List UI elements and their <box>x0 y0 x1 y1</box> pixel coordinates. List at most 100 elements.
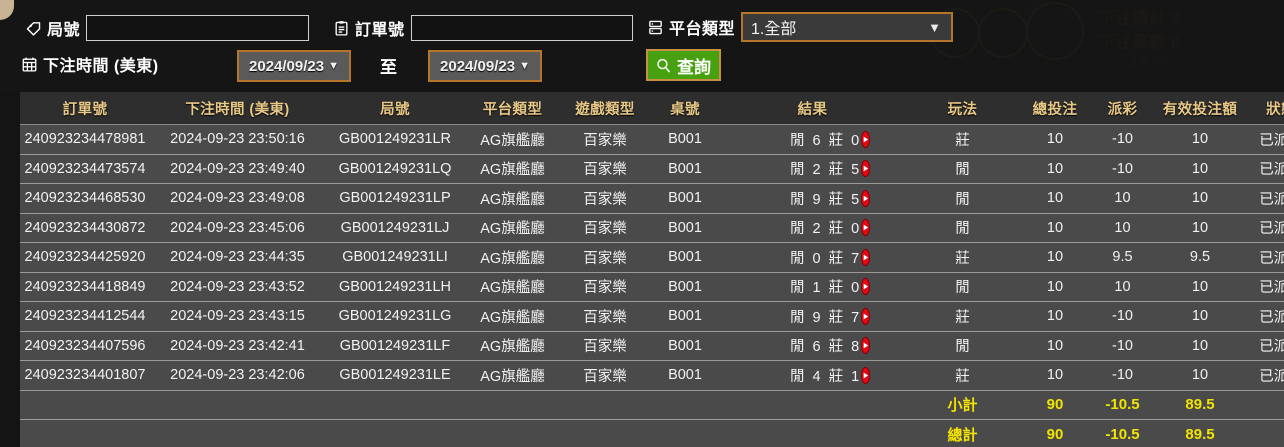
table-header-row: 訂單號 下注時間 (美東) 局號 平台類型 遊戲類型 桌號 結果 玩法 總投注 … <box>20 92 1284 125</box>
bet-time-label: 下注時間 (美東) <box>43 58 159 75</box>
cell-play: 閒 <box>905 331 1020 361</box>
query-button[interactable]: 查詢 <box>646 49 721 81</box>
summary-pad <box>650 390 720 420</box>
bet-time-to-datepicker[interactable]: 2024/09/23 ▼ <box>428 50 542 82</box>
summary-valid-bet: 89.5 <box>1155 390 1245 420</box>
cell-play: 閒 <box>905 183 1020 214</box>
bet-records-table-wrap: 訂單號 下注時間 (美東) 局號 平台類型 遊戲類型 桌號 結果 玩法 總投注 … <box>20 92 1284 447</box>
col-status[interactable]: 狀態 <box>1245 92 1284 125</box>
result-text: 閒 6 莊 8 <box>790 339 862 356</box>
result-text: 閒 9 莊 5 <box>790 191 862 208</box>
col-play[interactable]: 玩法 <box>905 92 1020 125</box>
col-total-bet[interactable]: 總投注 <box>1020 92 1090 125</box>
round-no-label: 局號 <box>47 22 81 39</box>
col-valid-bet[interactable]: 有效投注額 <box>1155 92 1245 125</box>
cell-game-type: 百家樂 <box>560 272 650 302</box>
cell-platform: AG旗艦廳 <box>465 213 560 243</box>
play-icon[interactable] <box>861 248 871 266</box>
play-icon[interactable] <box>861 307 871 325</box>
col-round-no[interactable]: 局號 <box>325 92 465 125</box>
cell-table-no: B001 <box>650 301 720 332</box>
table-row[interactable]: 240923234412544 2024-09-23 23:43:15 GB0012… <box>20 301 1284 332</box>
order-no-input[interactable] <box>410 15 633 41</box>
play-icon[interactable] <box>861 366 871 384</box>
cell-result: 閒 0 莊 7 <box>720 242 905 273</box>
cell-total-bet: 10 <box>1020 331 1090 361</box>
cell-payout: 10 <box>1090 213 1155 243</box>
search-icon <box>654 56 672 74</box>
play-icon[interactable] <box>861 189 871 207</box>
cell-payout: 10 <box>1090 272 1155 302</box>
col-game-type[interactable]: 遊戲類型 <box>560 92 650 125</box>
order-no-label: 訂單號 <box>355 22 405 39</box>
cell-game-type: 百家樂 <box>560 154 650 184</box>
clipboard-icon <box>332 19 350 37</box>
cell-game-type: 百家樂 <box>560 213 650 243</box>
col-table-no[interactable]: 桌號 <box>650 92 720 125</box>
table-row[interactable]: 240923234478981 2024-09-23 23:50:16 GB0012… <box>20 124 1284 155</box>
cell-valid-bet: 9.5 <box>1155 242 1245 273</box>
query-button-label: 查詢 <box>677 57 711 77</box>
summary-payout: -10.5 <box>1090 419 1155 447</box>
chevron-down-icon: ▼ <box>519 59 530 72</box>
cell-order-no: 240923234468530 <box>20 183 150 214</box>
cell-bet-time: 2024-09-23 23:49:40 <box>150 154 325 184</box>
col-payout[interactable]: 派彩 <box>1090 92 1155 125</box>
cell-order-no: 240923234430872 <box>20 213 150 243</box>
bet-time-from-datepicker[interactable]: 2024/09/23 ▼ <box>237 50 351 82</box>
table-row[interactable]: 240923234468530 2024-09-23 23:49:08 GB0012… <box>20 183 1284 214</box>
status-badge: 已派彩 <box>1245 331 1284 361</box>
cell-round-no: GB001249231LF <box>325 331 465 361</box>
cell-play: 莊 <box>905 124 1020 155</box>
cell-table-no: B001 <box>650 242 720 273</box>
table-row[interactable]: 240923234473574 2024-09-23 23:49:40 GB0012… <box>20 154 1284 184</box>
cell-payout: -10 <box>1090 124 1155 155</box>
summary-total-bet: 90 <box>1020 390 1090 420</box>
col-platform[interactable]: 平台類型 <box>465 92 560 125</box>
col-result[interactable]: 結果 <box>720 92 905 125</box>
summary-valid-bet: 89.5 <box>1155 419 1245 447</box>
cell-total-bet: 10 <box>1020 183 1090 214</box>
cell-valid-bet: 10 <box>1155 213 1245 243</box>
cell-valid-bet: 10 <box>1155 272 1245 302</box>
play-icon[interactable] <box>861 278 871 296</box>
corner-decoration <box>0 0 14 20</box>
summary-payout: -10.5 <box>1090 390 1155 420</box>
table-row[interactable]: 240923234425920 2024-09-23 23:44:35 GB0012… <box>20 242 1284 273</box>
cell-table-no: B001 <box>650 360 720 391</box>
cell-round-no: GB001249231LG <box>325 301 465 332</box>
cell-result: 閒 2 莊 5 <box>720 154 905 184</box>
result-text: 閒 9 莊 7 <box>790 309 862 326</box>
status-badge: 已派彩 <box>1245 124 1284 155</box>
status-badge: 已派彩 <box>1245 301 1284 332</box>
table-row[interactable]: 240923234401807 2024-09-23 23:42:06 GB0012… <box>20 360 1284 391</box>
col-bet-time[interactable]: 下注時間 (美東) <box>150 92 325 125</box>
play-icon[interactable] <box>861 219 871 237</box>
table-row[interactable]: 240923234418849 2024-09-23 23:43:52 GB0012… <box>20 272 1284 302</box>
play-icon[interactable] <box>861 337 871 355</box>
cell-total-bet: 10 <box>1020 272 1090 302</box>
play-icon[interactable] <box>861 130 871 148</box>
cell-bet-time: 2024-09-23 23:50:16 <box>150 124 325 155</box>
cell-valid-bet: 10 <box>1155 331 1245 361</box>
play-icon[interactable] <box>861 160 871 178</box>
cell-play: 閒 <box>905 154 1020 184</box>
cell-result: 閒 4 莊 1 <box>720 360 905 391</box>
round-no-input[interactable] <box>86 15 310 41</box>
result-text: 閒 4 莊 1 <box>790 368 862 385</box>
bet-time-from-value: 2024/09/23 <box>249 57 325 75</box>
platform-type-select[interactable]: 1.全部 ▼ <box>741 12 954 42</box>
cell-payout: -10 <box>1090 301 1155 332</box>
order-no-field: 訂單號 <box>332 14 633 42</box>
col-order-no[interactable]: 訂單號 <box>20 92 150 125</box>
bet-time-to-value: 2024/09/23 <box>440 57 516 75</box>
cell-result: 閒 9 莊 7 <box>720 301 905 332</box>
table-row[interactable]: 240923234430872 2024-09-23 23:45:06 GB0012… <box>20 213 1284 243</box>
result-text: 閒 0 莊 7 <box>790 250 862 267</box>
cell-payout: -10 <box>1090 331 1155 361</box>
result-text: 閒 2 莊 5 <box>790 162 862 179</box>
table-row[interactable]: 240923234407596 2024-09-23 23:42:41 GB0012… <box>20 331 1284 361</box>
cell-table-no: B001 <box>650 331 720 361</box>
cell-round-no: GB001249231LP <box>325 183 465 214</box>
status-badge: 已派彩 <box>1245 213 1284 243</box>
